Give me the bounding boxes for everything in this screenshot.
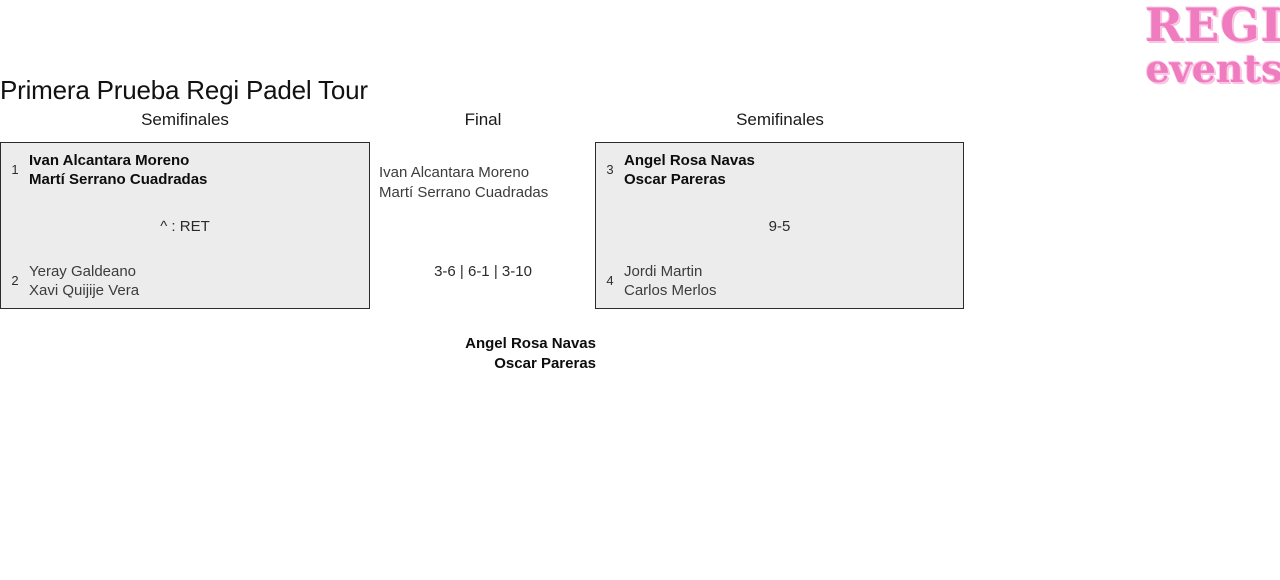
- player-name: Oscar Pareras: [624, 171, 726, 188]
- seed-number: 3: [606, 162, 614, 177]
- player-name: Jordi Martin: [624, 262, 703, 280]
- logo-primary-text: REGI: [1144, 0, 1280, 52]
- seed-number: 2: [11, 273, 19, 288]
- champion-team: Angel Rosa Navas Oscar Pareras: [452, 334, 596, 373]
- match-final[interactable]: Ivan Alcantara Moreno Martí Serrano Cuad…: [370, 142, 596, 372]
- regi-events-logo: REGI events: [1144, 0, 1280, 90]
- player-name: Carlos Merlos: [624, 282, 717, 299]
- round-header-semifinals-left: Semifinales: [141, 110, 229, 129]
- team-players: Jordi Martin Carlos Merlos: [624, 262, 963, 301]
- player-name: Angel Rosa Navas: [624, 151, 755, 169]
- match-score: 9-5: [768, 218, 791, 235]
- match-score: ^ : RET: [160, 218, 210, 235]
- team-players: Yeray Galdeano Xavi Quijije Vera: [29, 262, 369, 301]
- team-players: Angel Rosa Navas Oscar Pareras: [624, 151, 963, 190]
- player-name: Oscar Pareras: [494, 354, 596, 372]
- match-team-row[interactable]: 2 Yeray Galdeano Xavi Quijije Vera: [1, 260, 369, 302]
- seed-number: 4: [606, 273, 614, 288]
- match-team-row[interactable]: 3 Angel Rosa Navas Oscar Pareras: [596, 149, 963, 191]
- final-runner-up: Ivan Alcantara Moreno Martí Serrano Cuad…: [379, 163, 548, 202]
- seed-number: 1: [11, 162, 19, 177]
- round-header-semifinals-right: Semifinales: [736, 110, 824, 129]
- page-title-line-1: Primera Prueba Regi Padel Tour: [0, 75, 368, 105]
- player-name: Martí Serrano Cuadradas: [29, 171, 208, 188]
- player-name: Yeray Galdeano: [29, 262, 137, 280]
- player-name: Ivan Alcantara Moreno: [29, 151, 190, 169]
- player-name: Ivan Alcantara Moreno: [379, 164, 530, 181]
- player-name: Xavi Quijije Vera: [29, 282, 140, 299]
- match-team-row[interactable]: 1 Ivan Alcantara Moreno Martí Serrano Cu…: [1, 149, 369, 191]
- team-players: Ivan Alcantara Moreno Martí Serrano Cuad…: [29, 151, 369, 190]
- match-semifinal-1[interactable]: 1 Ivan Alcantara Moreno Martí Serrano Cu…: [0, 142, 370, 309]
- round-header-final: Final: [464, 110, 502, 129]
- logo-secondary-text: events: [1145, 46, 1280, 90]
- player-name: Angel Rosa Navas: [465, 335, 596, 352]
- final-score: 3-6 | 6-1 | 3-10: [434, 263, 532, 280]
- match-team-row[interactable]: 4 Jordi Martin Carlos Merlos: [596, 260, 963, 302]
- player-name: Martí Serrano Cuadradas: [379, 183, 549, 201]
- match-semifinal-2[interactable]: 3 Angel Rosa Navas Oscar Pareras 9-5 4 J…: [595, 142, 964, 309]
